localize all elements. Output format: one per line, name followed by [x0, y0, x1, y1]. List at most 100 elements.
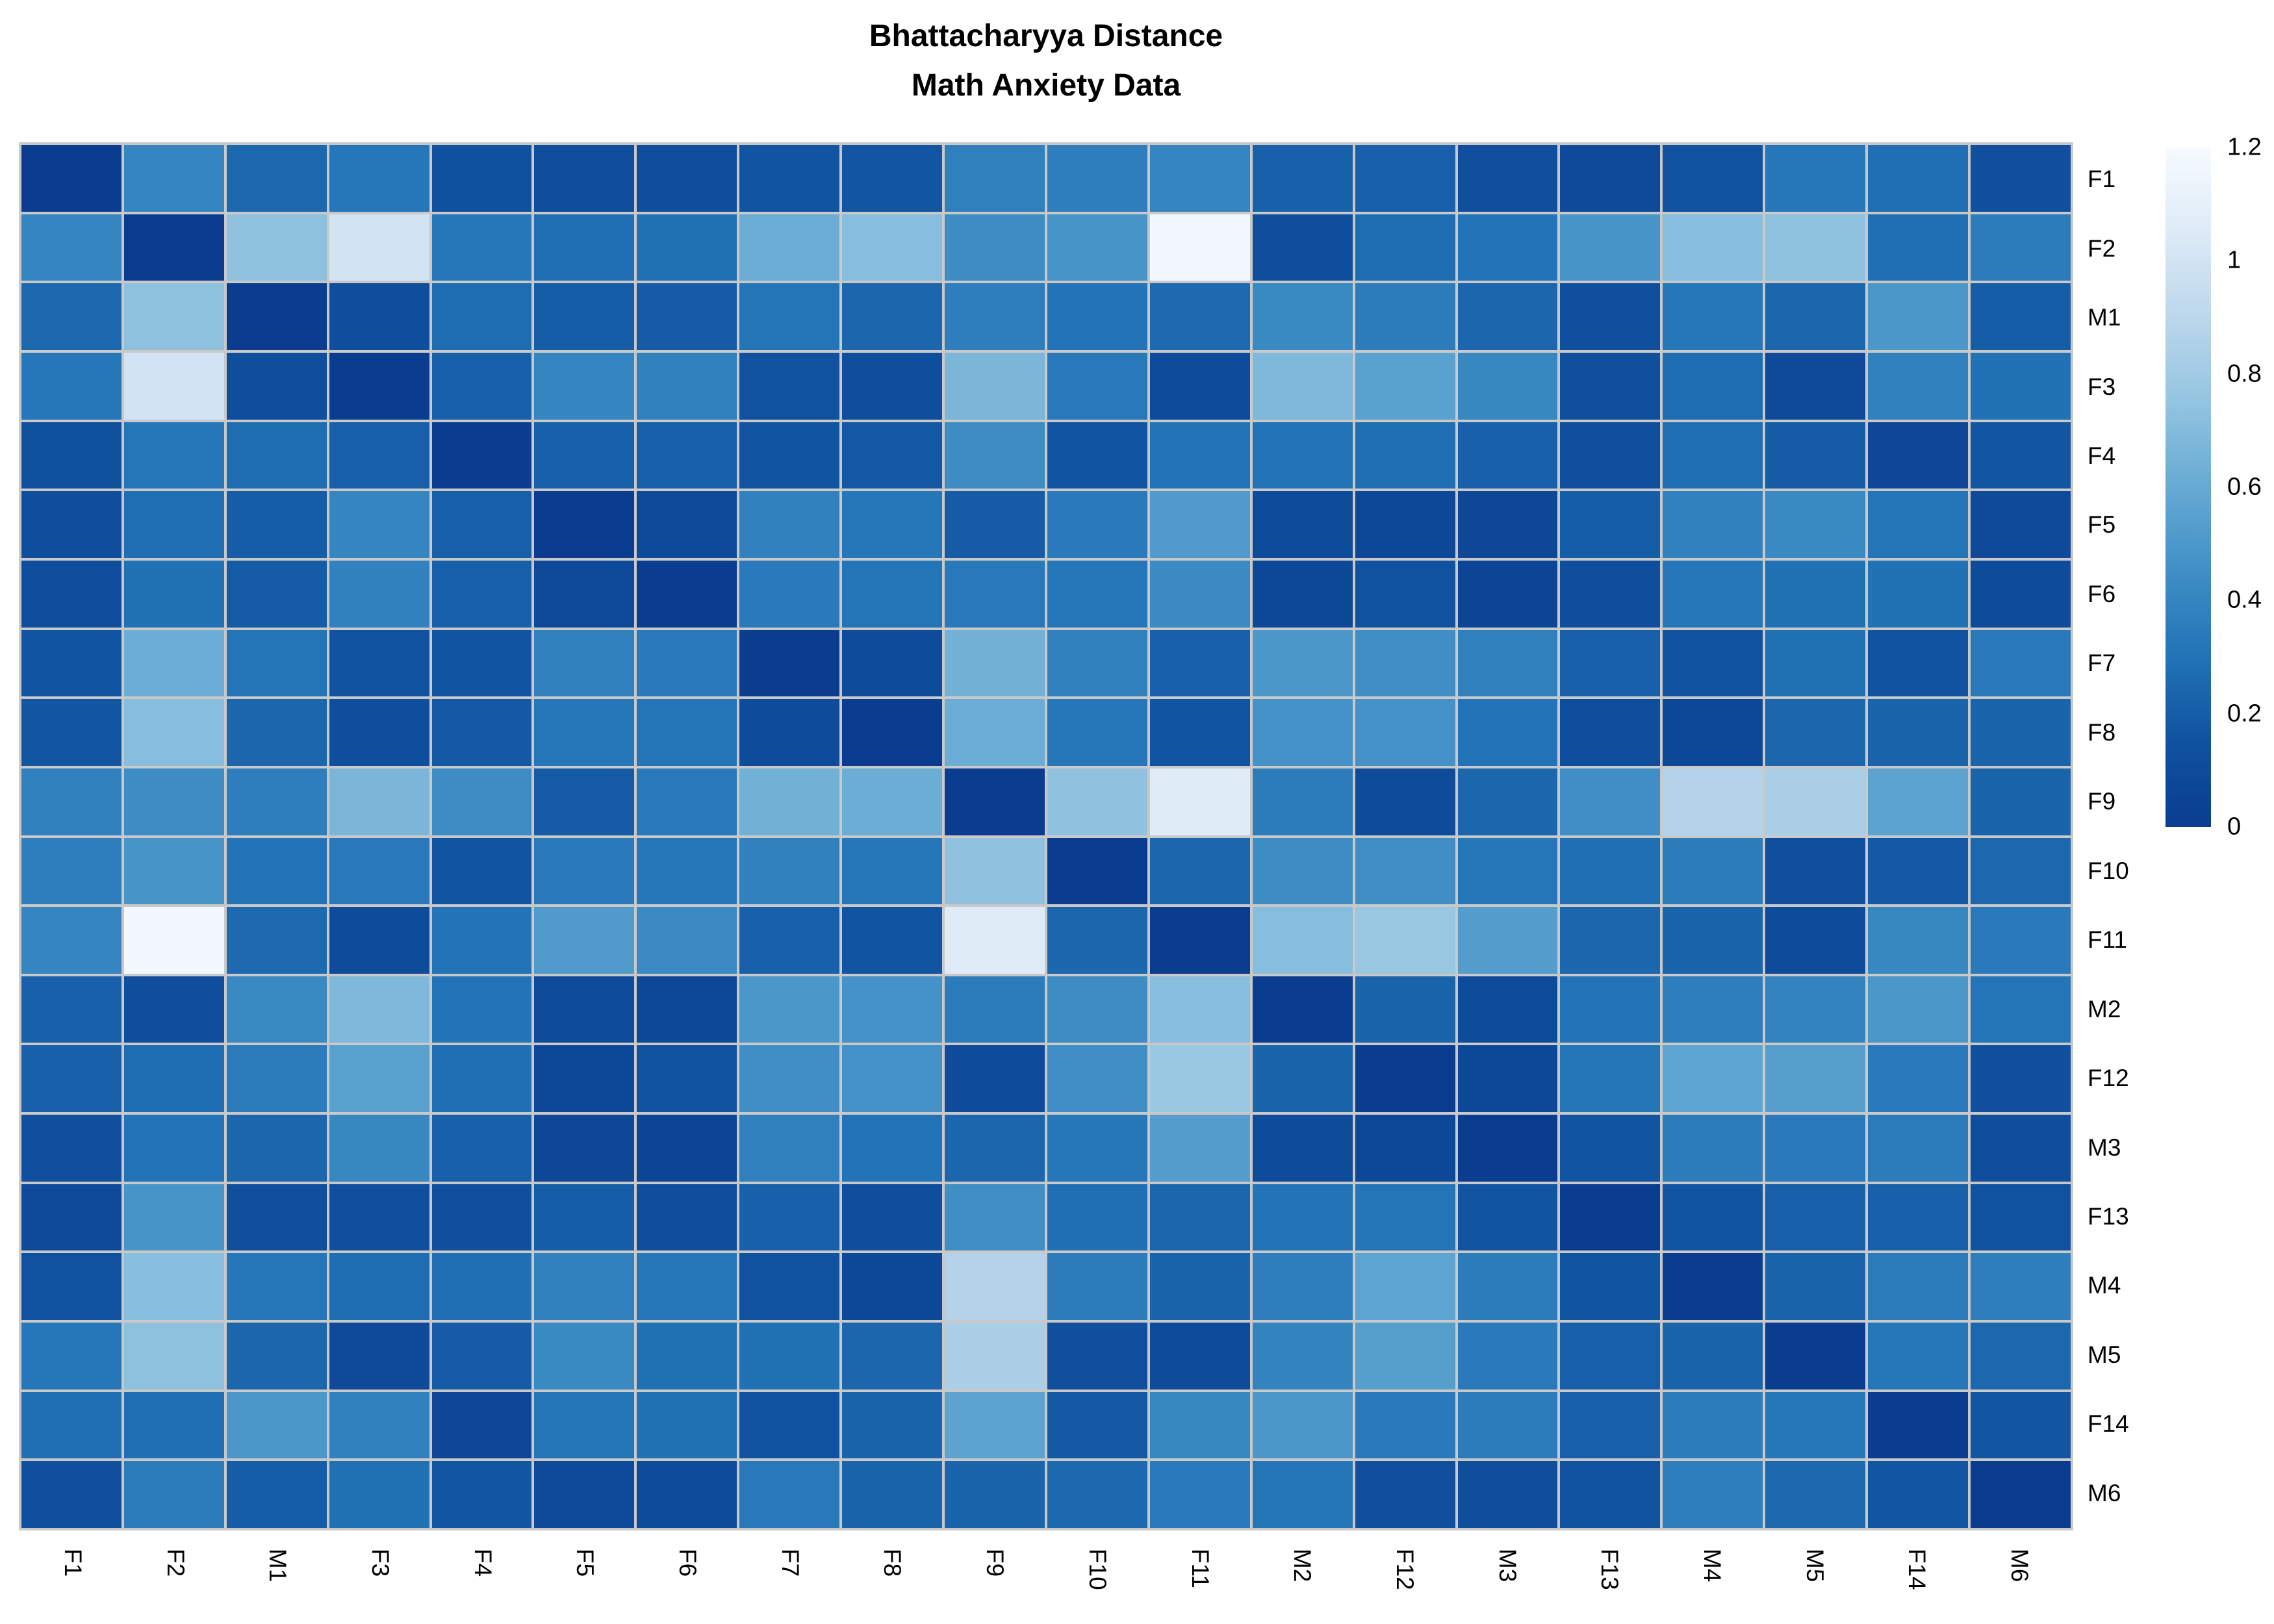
heatmap-cell — [1457, 907, 1558, 974]
heatmap-cell — [226, 422, 327, 489]
row-tick-label: M1 — [2088, 304, 2121, 331]
heatmap-cell — [226, 145, 327, 212]
heatmap-cell — [1765, 907, 1866, 974]
heatmap-cell — [329, 145, 429, 212]
heatmap-cell — [21, 283, 121, 350]
heatmap-cell — [329, 629, 429, 697]
heatmap-cell — [1663, 1184, 1763, 1251]
heatmap-cell — [1252, 491, 1353, 558]
col-tick-label: F13 — [1596, 1549, 1624, 1590]
row-tick-label: F6 — [2088, 580, 2116, 607]
col-tick-label: M2 — [1289, 1549, 1316, 1582]
heatmap-cell — [1971, 1461, 2071, 1528]
heatmap-cell — [1663, 422, 1763, 489]
heatmap-cell — [1252, 422, 1353, 489]
col-tick-label: F12 — [1391, 1549, 1418, 1590]
heatmap-cell — [739, 214, 840, 281]
heatmap-cell — [1457, 976, 1558, 1043]
heatmap-cell — [1355, 1184, 1455, 1251]
heatmap-cell — [329, 1184, 429, 1251]
col-tick-label: F11 — [1186, 1549, 1214, 1589]
heatmap-cell — [1868, 1115, 1969, 1182]
row-tick-label: F13 — [2088, 1202, 2129, 1230]
heatmap-cell — [431, 422, 532, 489]
heatmap-cell — [739, 1115, 840, 1182]
heatmap-cell — [1868, 560, 1969, 628]
heatmap-cell — [329, 560, 429, 628]
heatmap-cell — [1868, 1461, 1969, 1528]
heatmap-cell — [739, 1045, 840, 1113]
heatmap-cell — [1355, 1461, 1455, 1528]
heatmap-cell — [534, 1253, 635, 1321]
heatmap-grid — [19, 142, 2073, 1530]
heatmap-cell — [1971, 1323, 2071, 1389]
heatmap-cell — [1457, 1253, 1558, 1321]
heatmap-cell — [1457, 1461, 1558, 1528]
heatmap-cell — [21, 1045, 121, 1113]
heatmap-cell — [637, 1045, 737, 1113]
heatmap-cell — [637, 1184, 737, 1251]
heatmap-cell — [226, 1391, 327, 1459]
heatmap-cell — [1765, 1253, 1866, 1321]
heatmap-cell — [226, 907, 327, 974]
heatmap-cell — [1047, 1045, 1147, 1113]
heatmap-cell — [1560, 1461, 1661, 1528]
heatmap-cell — [1560, 1184, 1661, 1251]
heatmap-cell — [842, 283, 943, 350]
heatmap-cell — [637, 145, 737, 212]
heatmap-cell — [1457, 491, 1558, 558]
col-tick-label: M6 — [2006, 1549, 2034, 1582]
heatmap-cell — [329, 214, 429, 281]
heatmap-cell — [1149, 699, 1250, 766]
heatmap-cell — [945, 491, 1045, 558]
heatmap-cell — [1149, 560, 1250, 628]
heatmap-cell — [21, 768, 121, 835]
heatmap-cell — [637, 491, 737, 558]
heatmap-cell — [637, 352, 737, 420]
heatmap-cell — [1663, 1461, 1763, 1528]
chart-title: Bhattacharyya Distance Math Anxiety Data — [21, 12, 2071, 110]
row-tick-label: F7 — [2088, 650, 2116, 677]
heatmap-cell — [637, 1461, 737, 1528]
heatmap-cell — [1560, 145, 1661, 212]
heatmap-cell — [534, 560, 635, 628]
heatmap-cell — [1047, 1391, 1147, 1459]
heatmap-cell — [945, 976, 1045, 1043]
heatmap-cell — [329, 491, 429, 558]
heatmap-cell — [1457, 352, 1558, 420]
heatmap-cell — [739, 352, 840, 420]
heatmap-cell — [1971, 1253, 2071, 1321]
heatmap-cell — [1149, 283, 1250, 350]
heatmap-cell — [1149, 1323, 1250, 1389]
heatmap-cell — [431, 1184, 532, 1251]
heatmap-cell — [1149, 1253, 1250, 1321]
heatmap-cell — [1663, 283, 1763, 350]
heatmap-cell — [226, 768, 327, 835]
heatmap-cell — [945, 768, 1045, 835]
heatmap-cell — [842, 699, 943, 766]
heatmap-cell — [123, 1461, 224, 1528]
heatmap-cell — [534, 699, 635, 766]
heatmap-cell — [1252, 214, 1353, 281]
heatmap-cell — [1149, 1461, 1250, 1528]
heatmap-cell — [1457, 145, 1558, 212]
heatmap-cell — [1971, 768, 2071, 835]
heatmap-cell — [226, 1461, 327, 1528]
heatmap-cell — [1560, 629, 1661, 697]
heatmap-cell — [842, 1461, 943, 1528]
heatmap-cell — [1765, 560, 1866, 628]
heatmap-cell — [534, 283, 635, 350]
heatmap-cell — [1252, 352, 1353, 420]
heatmap-cell — [329, 352, 429, 420]
heatmap-cell — [945, 1253, 1045, 1321]
heatmap-cell — [329, 283, 429, 350]
colorbar-tick-label: 1.2 — [2227, 133, 2262, 161]
heatmap-cell — [431, 629, 532, 697]
heatmap-cell — [637, 837, 737, 905]
heatmap-cell — [945, 145, 1045, 212]
heatmap-cell — [842, 1115, 943, 1182]
heatmap-cell — [1765, 422, 1866, 489]
heatmap-cell — [1047, 699, 1147, 766]
col-tick-label: M1 — [264, 1549, 292, 1582]
